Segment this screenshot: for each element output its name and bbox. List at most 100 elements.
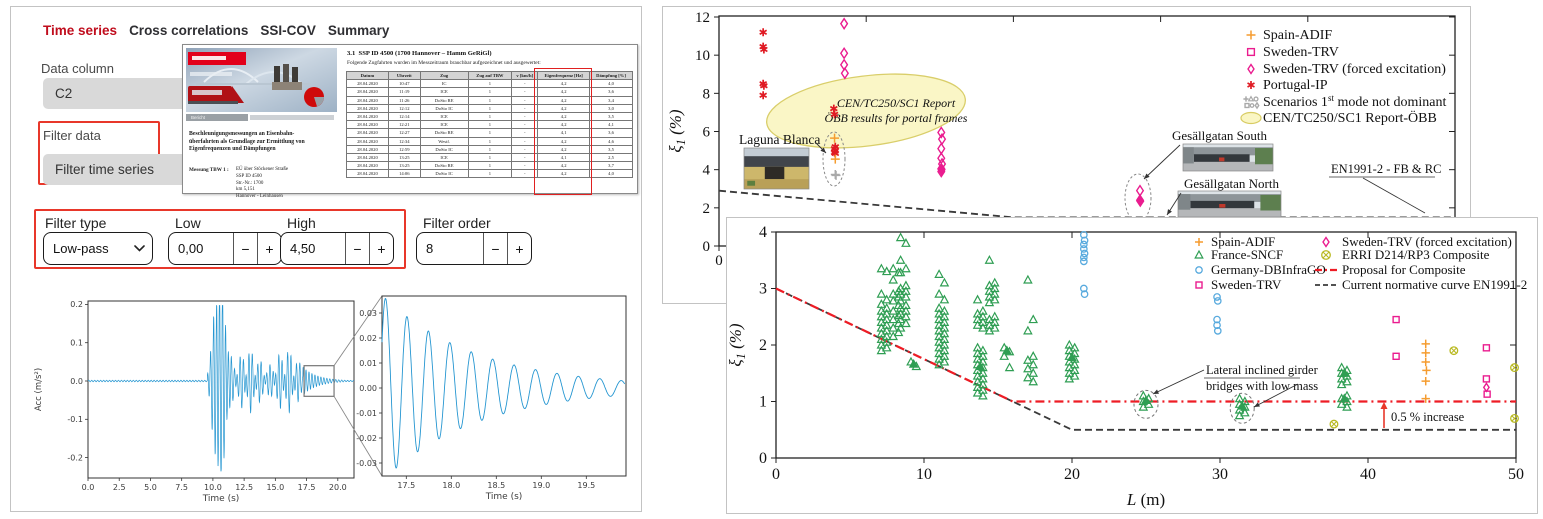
- svg-text:ξ1 (%): ξ1 (%): [727, 323, 748, 366]
- filter-order-spinner[interactable]: 8 − +: [416, 232, 532, 265]
- low-increment-button[interactable]: +: [257, 233, 281, 264]
- svg-text:CEN/TC250/SC1 Report: CEN/TC250/SC1 Report: [837, 96, 956, 110]
- filter-type-value: Low-pass: [53, 241, 109, 256]
- high-label: High: [287, 215, 316, 231]
- measurement-lines: EÜ über Stöckener Straße SSP ID 4500 Str…: [236, 167, 289, 199]
- report-section-title: 3.1 SSP ID 4500 (1700 Hannover – Hamm Ge…: [347, 50, 492, 57]
- detail-axes: 0 10 20 30 40 50 0 1 2 3 4 L (m): [759, 224, 1524, 509]
- svg-text:0.03: 0.03: [359, 309, 377, 318]
- report-table-header: Zug auf TBW: [467, 70, 513, 81]
- svg-text:12.5: 12.5: [235, 483, 253, 492]
- svg-text:0.0: 0.0: [70, 377, 83, 386]
- svg-text:EN1991-2 - FB & RC: EN1991-2 - FB & RC: [1331, 162, 1441, 176]
- low-mass-circle-1: [1133, 389, 1159, 419]
- high-decrement-button[interactable]: −: [345, 233, 369, 264]
- svg-text:4: 4: [759, 224, 767, 241]
- svg-text:0.5 % increase: 0.5 % increase: [1391, 410, 1465, 424]
- svg-text:ERRI D214/RP3 Composite: ERRI D214/RP3 Composite: [1342, 247, 1490, 262]
- svg-text:Sweden-TRV (forced excitation): Sweden-TRV (forced excitation): [1342, 234, 1512, 249]
- detail-series-spain-adif: [1421, 339, 1431, 403]
- overview-series-spain-adif: [830, 133, 840, 164]
- report-measurement-block: Messung TBW 1 : EÜ über Stöckener Straße…: [189, 167, 337, 201]
- reference-line-en1991-fb-rc: [718, 189, 1455, 219]
- tab-summary[interactable]: Summary: [327, 23, 390, 38]
- db-logo: [188, 52, 246, 65]
- svg-text:20.0: 20.0: [329, 483, 347, 492]
- filter-type-select[interactable]: Low-pass: [43, 232, 153, 265]
- filter-order-increment-button[interactable]: +: [507, 233, 531, 264]
- svg-text:17.5: 17.5: [298, 483, 316, 492]
- svg-text:40: 40: [1360, 466, 1376, 483]
- svg-text:0: 0: [715, 253, 723, 269]
- svg-text:Time (s): Time (s): [485, 492, 523, 502]
- overview-series-portugal-ip: [759, 28, 840, 158]
- svg-text:L (m): L (m): [1126, 490, 1165, 509]
- data-column-value: C2: [55, 86, 73, 101]
- detail-series-sweden-trv-forced-excitation-: [1482, 382, 1490, 393]
- low-decrement-button[interactable]: −: [233, 233, 257, 264]
- svg-text:2: 2: [703, 201, 711, 217]
- report-table-header: Zug: [419, 70, 469, 81]
- report-section-subtitle: Folgende Zugfahrten wurden im Messzeitra…: [347, 60, 541, 66]
- svg-text:7.5: 7.5: [175, 483, 188, 492]
- report-table-header: Uhrzeit: [387, 70, 421, 81]
- low-value: 0,00: [178, 241, 204, 256]
- high-spinner[interactable]: 4,50 − +: [280, 232, 394, 265]
- svg-text:5.0: 5.0: [144, 483, 157, 492]
- svg-text:Scenarios 1st mode not dominan: Scenarios 1st mode not dominant: [1263, 93, 1446, 110]
- tab-ssi-cov[interactable]: SSI-COV: [260, 23, 316, 38]
- svg-text:Acc (m/s²): Acc (m/s²): [34, 368, 44, 411]
- acc-plot: 0.0 2.5 5.0 7.5 10.0 12.5 15.0 17.5 20.0 0.2 0.1 0.…: [34, 300, 355, 504]
- svg-text:19.5: 19.5: [577, 481, 595, 490]
- svg-text:18.0: 18.0: [442, 481, 460, 490]
- low-mass-circle-2: [1229, 392, 1255, 424]
- filter-data-label: Filter data: [43, 128, 101, 143]
- gesallgatan-north-photo: [1177, 190, 1282, 218]
- svg-text:19.0: 19.0: [532, 481, 550, 490]
- report-cover-collage: [186, 48, 337, 112]
- svg-text:10: 10: [916, 466, 932, 483]
- detail-series-erri-d214-rp3-composite: [1329, 346, 1519, 429]
- filter-order-decrement-button[interactable]: −: [483, 233, 507, 264]
- report-cover-page: Bericht Beschleunigungsmessungen an Eise…: [183, 45, 340, 199]
- report-table: Datum Uhrzeit Zug Zug auf TBW v [km/h] Eigenf…: [346, 70, 633, 179]
- svg-text:2: 2: [759, 337, 767, 354]
- svg-text:0: 0: [759, 450, 767, 467]
- svg-text:-0.1: -0.1: [67, 415, 83, 424]
- high-increment-button[interactable]: +: [369, 233, 393, 264]
- svg-text:2.5: 2.5: [113, 483, 126, 492]
- svg-text:18.5: 18.5: [487, 481, 505, 490]
- svg-text:50: 50: [1508, 466, 1524, 483]
- svg-text:ξ1 (%): ξ1 (%): [666, 109, 688, 152]
- detail-series-france-sncf-dense-overlap: [908, 345, 1350, 410]
- time-series-plots: 0.0 2.5 5.0 7.5 10.0 12.5 15.0 17.5 20.0 0.2 0.1 0.…: [34, 295, 627, 504]
- svg-text:bridges with low mass: bridges with low mass: [1206, 379, 1318, 393]
- cen-obb-region: [766, 73, 966, 149]
- svg-text:Sweden-TRV: Sweden-TRV: [1211, 277, 1282, 292]
- gesallgatan-south-photo: [1182, 143, 1274, 172]
- damping-overview-chart: 01020304050024681012ξ1 (%)CEN/TC250/SC1 …: [666, 10, 1463, 269]
- svg-text:8: 8: [703, 86, 711, 102]
- svg-text:0.1: 0.1: [70, 339, 83, 348]
- filter-order-label: Filter order: [423, 215, 491, 231]
- svg-text:0.01: 0.01: [359, 359, 377, 368]
- tab-time-series[interactable]: Time series: [43, 23, 118, 38]
- tab-cross-correlations[interactable]: Cross correlations: [129, 23, 249, 38]
- detail-series-sweden-trv: [1392, 315, 1491, 398]
- tab-bar: Time series Cross correlations SSI-COV Summ…: [43, 23, 389, 38]
- svg-text:ÖBB results for portal frames: ÖBB results for portal frames: [825, 110, 968, 125]
- svg-text:0: 0: [703, 239, 711, 255]
- report-table-row: 28.04.2020 14:06 DoSto IC 1-4,2 4,0: [346, 169, 633, 179]
- acc-zoom-signal-line: [381, 297, 626, 469]
- measurement-label: Messung TBW 1 :: [189, 167, 229, 173]
- svg-text:0: 0: [772, 466, 780, 483]
- svg-text:CEN/TC250/SC1 Report-ÖBB: CEN/TC250/SC1 Report-ÖBB: [1263, 109, 1437, 126]
- low-spinner[interactable]: 0,00 − +: [168, 232, 282, 265]
- cover-subtitle-placeholder: [190, 72, 232, 76]
- chevron-down-icon: [126, 233, 152, 264]
- svg-text:France-SNCF: France-SNCF: [1211, 247, 1283, 262]
- svg-text:12: 12: [695, 10, 710, 26]
- report-table-row: 28.04.2020 12:14 ICE 1-4,2 3,5: [346, 111, 633, 122]
- overview-legend: Spain-ADIF Sweden-TRV Sweden-TRV (forced e…: [1240, 28, 1446, 126]
